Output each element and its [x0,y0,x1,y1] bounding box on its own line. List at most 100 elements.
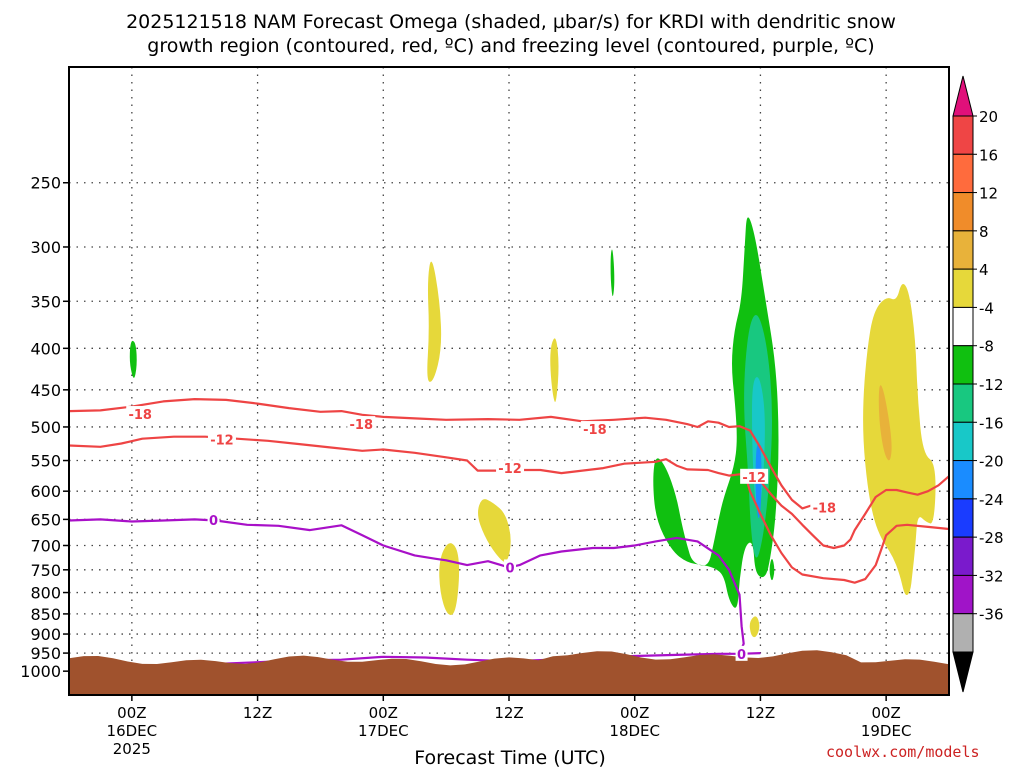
colorbar-swatch [952,268,974,308]
chart-title-line-2: growth region (contoured, red, ºC) and f… [147,35,874,57]
contour-line [69,518,745,655]
colorbar: 20 16 12 8 4 -4 -8 -12 -16 -20 -24 -28 -32 -36 [952,75,1004,693]
contour-line [69,435,949,550]
omega-shade-region [439,543,460,615]
y-tick-label: 650 [30,510,61,529]
y-tick-label: 900 [30,625,61,644]
colorbar-label: -36 [979,606,1004,624]
colorbar-label: -28 [979,529,1004,547]
omega-shade-region [610,249,615,297]
colorbar-swatch [952,383,974,423]
omega-shade-region [863,284,936,596]
colorbar-swatch [952,115,974,155]
omega-shade-region [653,217,779,608]
contour-label: -18 [813,501,837,516]
contour-label-bg [496,460,525,476]
y-tick-label: 350 [30,292,61,311]
y-tick-label: 400 [30,339,61,358]
omega-shade-region [550,338,559,403]
colorbar-label: -32 [979,567,1004,585]
colorbar-swatch [952,613,974,653]
contour-label: 0 [209,514,218,529]
colorbar-label: -12 [979,376,1004,394]
omega-shade-region [129,340,137,378]
colorbar-bottom-arrow [952,651,974,693]
contour-line [69,398,824,510]
x-axis-title: Forecast Time (UTC) [414,747,605,768]
colorbar-label: 12 [979,185,998,203]
colorbar-swatch [952,574,974,615]
y-tick-label: 300 [30,238,61,257]
colorbar-swatch [952,498,974,538]
y-tick-label: 800 [30,584,61,603]
colorbar-label: 4 [979,261,989,279]
x-tick-label: 00Z [369,704,398,722]
contour-label: -12 [210,433,234,448]
ground-surface [69,650,949,695]
contour-line [131,652,761,667]
y-tick-label: 600 [30,482,61,501]
colorbar-swatch [952,230,974,270]
colorbar-label: -20 [979,453,1004,471]
colorbar-label: 16 [979,146,998,164]
y-tick-label: 700 [30,536,61,555]
x-tick-label: 12Z [746,704,775,722]
y-tick-label: 250 [30,174,61,193]
contour-label-bg [504,559,517,575]
y-tick-label: 850 [30,605,61,624]
x-tick-label: 12Z [243,704,272,722]
colorbar-label: 20 [979,108,998,126]
colorbar-swatch [952,192,974,232]
x-tick-label: 00Z [871,704,900,722]
contour-label-bg [735,645,748,661]
x-tick-label: 2025 [113,740,151,758]
colorbar-swatch [952,460,974,500]
y-tick-label: 450 [30,381,61,400]
colorbar-top-arrow [952,75,974,117]
omega-shade-region [749,616,760,638]
contour-label-bg [580,421,609,437]
contour-label: -12 [498,462,522,477]
colorbar-label: 8 [979,223,989,241]
credit-text: coolwx.com/models [826,743,980,761]
contour-label-bg [126,406,155,422]
contour-label-bg [207,511,220,527]
omega-shade-region [769,559,775,581]
contour-label-bg [810,499,839,515]
x-tick-label: 00Z [620,704,649,722]
colorbar-label: -4 [979,299,994,317]
contour-label: -12 [742,471,766,486]
x-tick-label: 18DEC [609,722,660,740]
omega-shade-region [427,261,442,382]
gridlines [69,67,949,695]
plot-area: -18 -18 -18 -18 -12 -12 -12 0 0 0 [68,66,950,696]
contour-label: -18 [583,423,607,438]
contour-labels: -18 -18 -18 -18 -12 -12 -12 0 0 0 [126,406,839,663]
y-tick-label: 950 [30,644,61,663]
colorbar-label: -8 [979,338,994,356]
y-tick-label: 500 [30,418,61,437]
chart-title-line-1: 2025121518 NAM Forecast Omega (shaded, µ… [126,11,896,33]
colorbar-swatch [952,421,974,462]
x-tick-label: 16DEC [107,722,158,740]
y-tick-label: 1000 [20,662,61,681]
colorbar-label: -24 [979,491,1004,509]
omega-shading [129,217,936,638]
temperature-contours [69,398,949,667]
contour-label: -18 [350,418,374,433]
omega-shade-region [878,385,892,461]
colorbar-swatch [952,345,974,385]
x-tick-label: 00Z [117,704,146,722]
contour-label: -18 [128,408,152,423]
colorbar-swatch [952,153,974,194]
contour-label-bg [347,416,376,432]
y-tick-label: 750 [30,561,61,580]
contour-label-bg [740,468,769,484]
contour-label: 0 [506,561,515,576]
colorbar-swatch [952,536,974,576]
x-tick-label: 12Z [494,704,523,722]
omega-shade-region [478,499,511,562]
contour-label: 0 [737,648,746,663]
